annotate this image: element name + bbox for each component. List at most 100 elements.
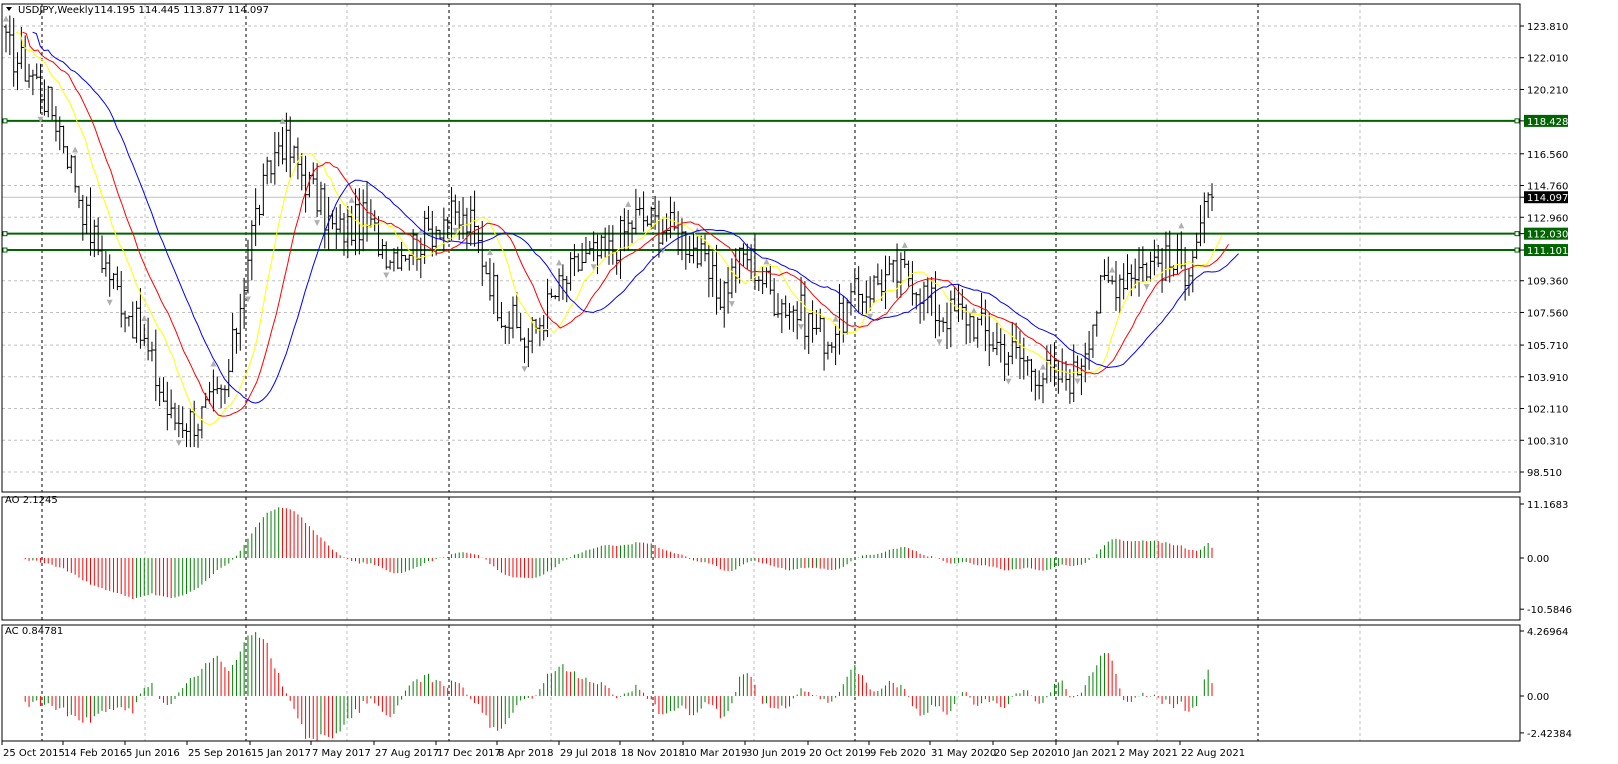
- x-tick-label: 8 Apr 2018: [498, 748, 553, 759]
- y-tick-label: 120.210: [1527, 85, 1568, 96]
- fractal-arrow: [175, 440, 182, 447]
- fractal-arrow: [936, 339, 943, 346]
- fractal-arrow: [659, 247, 666, 254]
- ma-mid-line: [22, 31, 1229, 417]
- axes: 123.810 122.010 120.210 118.428 116.560 114.7…: [1, 22, 1572, 759]
- fractal-arrow: [970, 307, 977, 314]
- fractal-arrow: [867, 313, 874, 320]
- level-handle: [2, 118, 8, 124]
- fractal-arrow: [556, 259, 563, 266]
- fractal-arrow: [901, 241, 908, 248]
- y-tick-label: 118.428: [1527, 117, 1568, 128]
- fractal-arrow: [1178, 222, 1185, 229]
- level-handle: [1514, 231, 1520, 237]
- grid: [2, 4, 1520, 741]
- panel-frame: [1, 496, 1521, 621]
- chart-title: USDJPY,Weekly: [18, 5, 94, 16]
- y-tick-label: 103.910: [1527, 373, 1568, 384]
- ao-title: AO 2.1245: [5, 495, 58, 506]
- ac-title: AC 0.84781: [5, 626, 63, 637]
- price-label-box: [1524, 244, 1568, 257]
- y-tick-label: 116.560: [1527, 150, 1568, 161]
- x-tick-label: 30 Jun 2019: [746, 748, 806, 759]
- ac-histogram: [24, 632, 1213, 742]
- y-tick-label: 0.00: [1527, 554, 1549, 565]
- y-tick-label: 107.560: [1527, 308, 1568, 319]
- panel-frame: [1, 624, 1521, 742]
- price-label-box: [1524, 114, 1568, 127]
- x-tick-label: 25 Sep 2016: [188, 748, 251, 759]
- fractal-arrow: [314, 220, 321, 227]
- x-tick-label: 15 Jan 2017: [251, 748, 311, 759]
- panel-frame: [1, 3, 1521, 493]
- fractal-arrow: [141, 315, 148, 322]
- y-tick-label: -2.42384: [1527, 729, 1572, 740]
- y-tick-label: 114.760: [1527, 182, 1568, 193]
- x-tick-label: 18 Nov 2018: [621, 748, 685, 759]
- fractal-arrow: [244, 296, 251, 303]
- y-tick-label: 111.101: [1527, 246, 1568, 257]
- fractal-arrow: [1005, 378, 1012, 385]
- x-tick-label: 7 May 2017: [312, 748, 371, 759]
- y-tick-label: 102.110: [1527, 405, 1568, 416]
- fractal-arrow: [1040, 363, 1047, 370]
- level-handle: [2, 247, 8, 253]
- ohlc-readout: 114.195 114.445 113.877 114.097: [94, 5, 269, 16]
- x-tick-label: 9 Feb 2020: [870, 748, 926, 759]
- fractal-arrow: [486, 249, 493, 256]
- fractal-arrow: [1109, 266, 1116, 273]
- x-tick-label: 10 Jan 2021: [1057, 748, 1117, 759]
- x-tick-label: 20 Oct 2019: [809, 748, 871, 759]
- y-tick-label: 123.810: [1527, 22, 1568, 33]
- horizontal-levels[interactable]: [2, 118, 1520, 253]
- fractal-arrow: [625, 200, 632, 207]
- x-tick-label: 10 Mar 2019: [684, 748, 747, 759]
- y-tick-label: 109.360: [1527, 277, 1568, 288]
- y-tick-label: 4.26964: [1527, 627, 1568, 638]
- x-tick-label: 2 May 2021: [1119, 748, 1178, 759]
- y-tick-label: -10.5846: [1527, 605, 1572, 616]
- ma-fast-line: [15, 31, 1223, 425]
- fractal-arrow: [521, 366, 528, 373]
- fractal-arrow: [210, 360, 217, 367]
- fractal-arrow: [72, 146, 79, 153]
- fractal-arrow: [1074, 378, 1081, 385]
- ao-histogram: [24, 507, 1213, 599]
- y-tick-label: 11.1683: [1527, 500, 1568, 511]
- fractal-arrow: [590, 264, 597, 271]
- fractal-arrow: [728, 301, 735, 308]
- x-tick-label: 31 May 2020: [931, 748, 996, 759]
- level-handle: [1514, 247, 1520, 253]
- price-label-box: [1524, 227, 1568, 240]
- x-tick-label: 22 Aug 2021: [1181, 748, 1245, 759]
- y-tick-label: 122.010: [1527, 54, 1568, 65]
- x-tick-label: 17 Dec 2017: [437, 748, 501, 759]
- y-tick-label: 112.960: [1527, 213, 1568, 224]
- fractal-arrow: [279, 117, 286, 124]
- fractal-arrow: [452, 227, 459, 234]
- fractal-arrow: [763, 258, 770, 265]
- x-tick-label: 27 Aug 2017: [375, 748, 439, 759]
- y-tick-label: 112.030: [1527, 230, 1568, 241]
- fractal-arrow: [832, 315, 839, 322]
- ma-slow-line: [32, 31, 1239, 404]
- y-tick-label: 98.510: [1527, 468, 1562, 479]
- fractal-arrow: [106, 299, 113, 306]
- fractal-arrow: [417, 228, 424, 235]
- price-label-box: [1524, 191, 1568, 204]
- x-tick-label: 5 Jun 2016: [126, 748, 180, 759]
- fractal-arrow: [37, 116, 44, 123]
- y-tick-label: 100.310: [1527, 436, 1568, 447]
- y-tick-label: 105.710: [1527, 341, 1568, 352]
- fractal-arrow: [383, 272, 390, 279]
- x-tick-label: 20 Sep 2020: [994, 748, 1057, 759]
- collapse-icon[interactable]: [6, 7, 12, 11]
- y-tick-label: 114.097: [1527, 193, 1568, 204]
- fractal-arrow: [798, 324, 805, 331]
- fractal-arrow: [3, 15, 9, 22]
- x-tick-label: 25 Oct 2015: [3, 748, 65, 759]
- x-tick-label: 29 Jul 2018: [560, 748, 617, 759]
- price-bars: [3, 15, 1239, 448]
